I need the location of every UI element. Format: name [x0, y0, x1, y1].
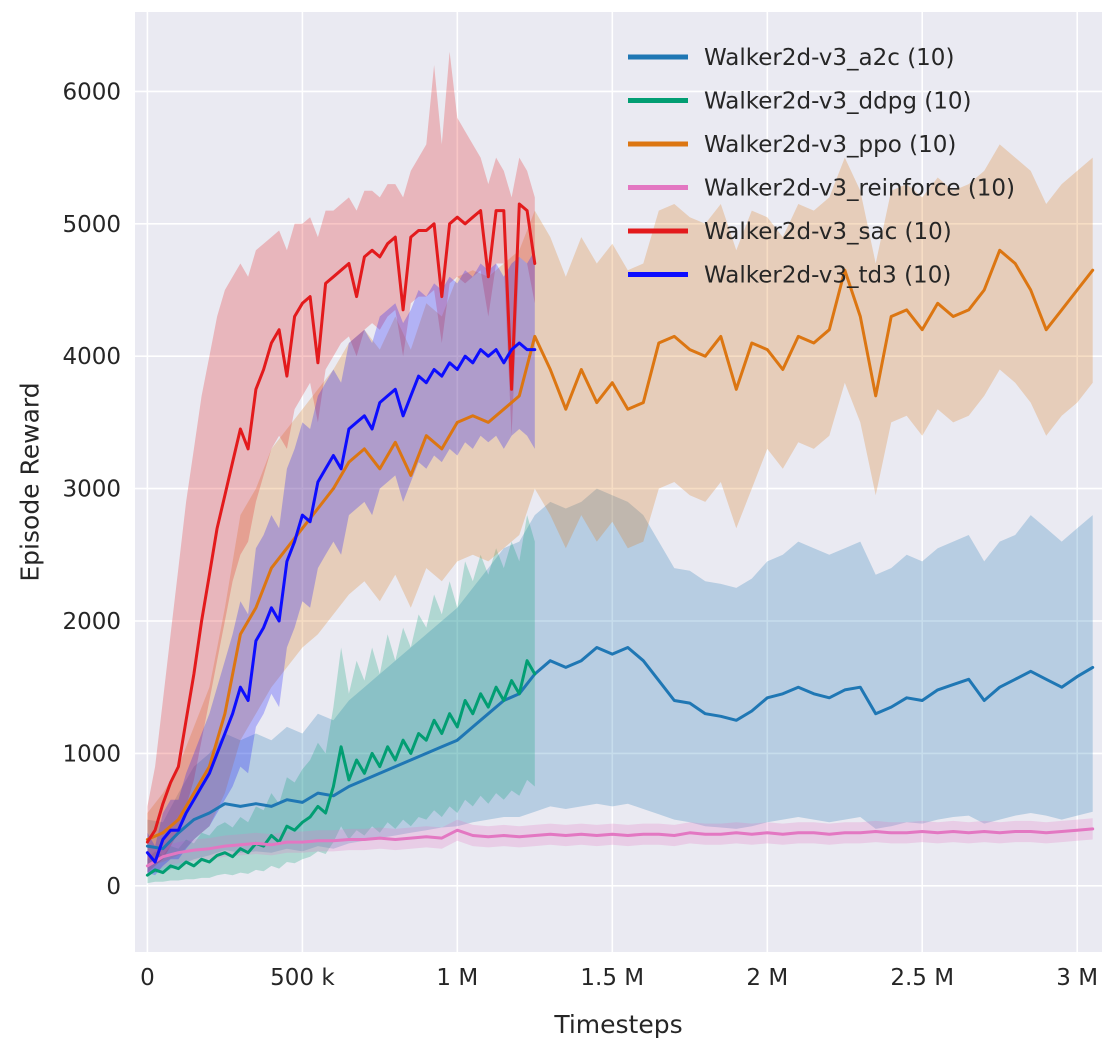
legend-label-ppo: Walker2d-v3_ppo (10) — [704, 132, 956, 158]
legend-label-td3: Walker2d-v3_td3 (10) — [704, 263, 951, 289]
series-line-reinforce — [145, 827, 1095, 868]
series-line-ddpg — [145, 659, 537, 877]
x-tick-label: 500 k — [270, 965, 335, 991]
x-tick-label: 2.5 M — [890, 965, 954, 991]
x-tick-label: 3 M — [1056, 965, 1098, 991]
legend-item-sac: Walker2d-v3_sac (10) — [628, 219, 952, 245]
x-tick-label: 1 M — [436, 965, 478, 991]
series-line-a2c — [145, 646, 1095, 851]
series-band-td3 — [147, 250, 535, 876]
plot-background — [135, 12, 1102, 952]
series-line-td3 — [145, 341, 537, 864]
series-line-ppo — [145, 248, 1095, 841]
x-tick-label: 1.5 M — [580, 965, 644, 991]
series-line-sac — [145, 202, 537, 844]
legend-item-ppo: Walker2d-v3_ppo (10) — [628, 132, 956, 158]
y-tick-label: 3000 — [62, 477, 121, 503]
y-tick-label: 6000 — [62, 79, 121, 105]
y-tick-label: 0 — [106, 874, 121, 900]
series-band-a2c — [147, 488, 1093, 873]
x-axis-title: Timesteps — [554, 1010, 683, 1039]
legend-item-reinforce: Walker2d-v3_reinforce (10) — [628, 176, 1015, 202]
y-tick-label: 1000 — [62, 741, 121, 767]
series-band-ppo — [147, 144, 1093, 866]
y-tick-label: 2000 — [62, 609, 121, 635]
series-band-ddpg — [147, 515, 535, 884]
legend-item-a2c: Walker2d-v3_a2c (10) — [628, 45, 954, 71]
y-tick-label: 4000 — [62, 344, 121, 370]
x-tick-label: 0 — [140, 965, 155, 991]
legend-item-ddpg: Walker2d-v3_ddpg (10) — [628, 89, 971, 115]
x-tick-label: 2 M — [746, 965, 788, 991]
legend-item-td3: Walker2d-v3_td3 (10) — [628, 263, 951, 289]
y-tick-label: 5000 — [62, 212, 121, 238]
legend-label-a2c: Walker2d-v3_a2c (10) — [704, 45, 954, 71]
legend-label-reinforce: Walker2d-v3_reinforce (10) — [704, 176, 1015, 202]
y-axis-title: Episode Reward — [15, 382, 45, 582]
legend-label-sac: Walker2d-v3_sac (10) — [704, 219, 952, 245]
legend-label-ddpg: Walker2d-v3_ddpg (10) — [704, 89, 971, 115]
